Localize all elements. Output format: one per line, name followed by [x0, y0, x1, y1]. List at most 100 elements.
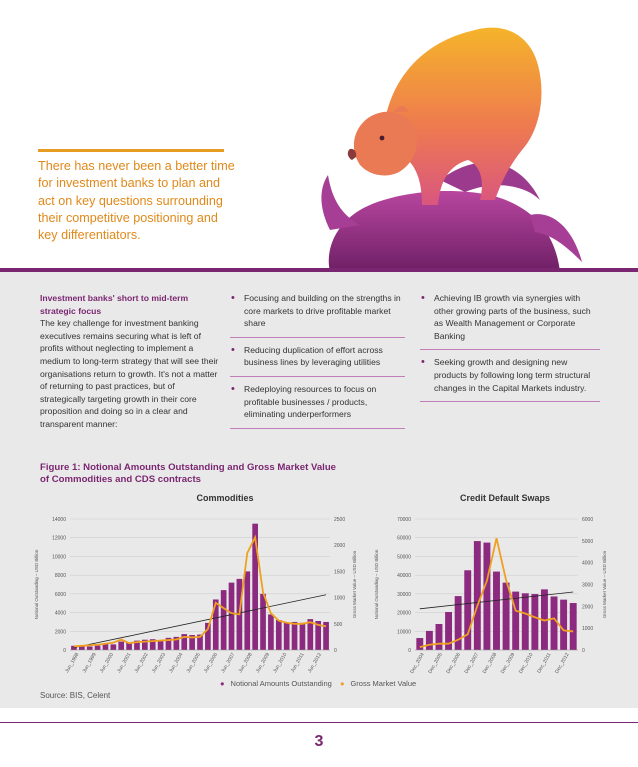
x-tick-label: Jun_2005: [186, 652, 202, 674]
bullet-text: Seeking growth and designing new product…: [434, 357, 591, 393]
bar: [464, 570, 472, 650]
bullet-item: • Achieving IB growth via synergies with …: [420, 292, 600, 351]
intro-heading: Investment banks' short to mid-term stra…: [40, 293, 189, 316]
y2-tick-label: 3000: [582, 583, 593, 589]
bar: [307, 619, 314, 650]
bullet-text: Focusing and building on the strengths i…: [244, 293, 401, 329]
x-tick-label: Jun_2007: [220, 652, 236, 674]
y-tick-label: 12000: [52, 536, 66, 542]
legend-line-icon: ●: [339, 679, 345, 688]
bar: [86, 646, 93, 650]
x-tick-label: Jun_2011: [290, 652, 306, 674]
x-tick-label: Jun_2003: [151, 652, 167, 674]
trend-line: [419, 591, 574, 610]
x-tick-label: Dec_2008: [482, 652, 499, 675]
bar: [512, 591, 520, 650]
quote-rule: [38, 149, 224, 152]
bullet-text: Reducing duplication of effort across bu…: [244, 344, 383, 368]
bar: [299, 622, 306, 650]
bar: [118, 641, 125, 650]
x-tick-label: Jun_2006: [203, 652, 219, 674]
bullet-text: Redeploying resources to focus on profit…: [244, 383, 377, 420]
y-tick-label: 0: [408, 648, 411, 654]
bar: [205, 622, 211, 650]
bullet-column-2: • Achieving IB growth via synergies with …: [420, 292, 600, 408]
commodities-chart: 0 2000 4000 6000 8000 10000 12000 14000 0 500 1000…: [34, 517, 357, 674]
y-axis-label: Notional Outstanding – USD Billion: [34, 549, 39, 619]
cds-chart: 0 10000 20000 30000 40000 50000 60000 70000 0 100…: [374, 517, 607, 675]
bar: [560, 599, 568, 650]
bar: [268, 614, 274, 650]
x-tick-label: Dec_2005: [427, 652, 444, 675]
bar: [94, 645, 101, 650]
bar: [531, 594, 539, 650]
y2-tick-label: 1000: [582, 626, 593, 632]
y-tick-label: 8000: [55, 573, 66, 579]
bullet-icon: •: [231, 382, 235, 395]
x-tick-label: Dec_2007: [464, 652, 481, 675]
y-tick-label: 60000: [397, 536, 411, 542]
y2-tick-label: 0: [334, 648, 337, 654]
bar: [291, 621, 298, 650]
x-tick-label: Dec_2012: [554, 652, 571, 675]
bullet-column-1: • Focusing and building on the strengths …: [230, 292, 405, 435]
x-tick-label: Jun_1999: [82, 652, 98, 674]
section-divider: [0, 268, 638, 272]
x-tick-label: Jun_2000: [99, 652, 115, 674]
bar: [252, 523, 258, 650]
bullet-icon: •: [421, 292, 425, 304]
bullet-icon: •: [231, 292, 235, 304]
bar: [220, 590, 227, 650]
y2-tick-label: 2000: [582, 604, 593, 610]
bar: [157, 640, 164, 650]
y2-tick-label: 6000: [582, 517, 593, 523]
bar: [275, 620, 282, 650]
bar: [425, 630, 433, 650]
x-tick-label: Dec_2006: [445, 652, 462, 675]
bar: [445, 612, 453, 650]
x-tick-label: Dec_2004: [409, 652, 426, 675]
intro-body: The key challenge for investment banking…: [40, 318, 219, 429]
y2-axis-label: Gross Market Value – USD Billion: [602, 550, 607, 618]
bar: [323, 621, 329, 650]
bar: [483, 542, 491, 650]
figure-source: Source: BIS, Celent: [40, 691, 111, 700]
footer-rule: [0, 722, 638, 723]
y2-tick-label: 0: [582, 648, 585, 654]
x-tick-label: Jun_2001: [116, 652, 132, 674]
bullet-icon: •: [421, 356, 425, 369]
x-tick-label: Dec_2010: [518, 652, 535, 675]
series-line: [419, 538, 574, 649]
y-tick-label: 50000: [397, 554, 411, 560]
y2-tick-label: 1500: [334, 569, 345, 575]
y2-axis-label: Gross Market Value – USD Billion: [352, 550, 357, 618]
bullet-text: Achieving IB growth via synergies with o…: [434, 293, 591, 341]
legend-bars-icon: ●: [220, 679, 225, 688]
y2-tick-label: 5000: [582, 539, 593, 545]
bar: [165, 637, 172, 650]
y2-tick-label: 1000: [334, 596, 345, 602]
hero-quote: There has never been a better time for i…: [38, 159, 235, 243]
x-tick-label: Jun_2010: [272, 652, 288, 674]
bar: [454, 596, 462, 650]
y2-tick-label: 2500: [334, 517, 345, 523]
bullet-item: • Seeking growth and designing new produc…: [420, 356, 600, 403]
y-tick-label: 10000: [397, 629, 411, 635]
bullet-item: • Reducing duplication of effort across b…: [230, 344, 405, 377]
bar: [550, 596, 558, 650]
chart-title-cds: Credit Default Swaps: [459, 493, 551, 503]
bear-illustration: [321, 27, 582, 272]
bar: [260, 593, 266, 650]
y-axis-label: Notional Outstanding – USD Billion: [374, 549, 379, 619]
y-tick-label: 10000: [52, 554, 66, 560]
bar: [134, 640, 140, 650]
bar: [142, 639, 148, 650]
y2-tick-label: 4000: [582, 561, 593, 567]
y2-tick-label: 500: [334, 622, 343, 628]
trend-line: [73, 594, 327, 649]
bar: [521, 593, 529, 650]
x-tick-label: Jun_2012: [307, 652, 323, 674]
bar: [228, 582, 235, 650]
x-tick-label: Dec_2011: [536, 652, 553, 675]
x-tick-label: Jun_2004: [168, 652, 184, 674]
